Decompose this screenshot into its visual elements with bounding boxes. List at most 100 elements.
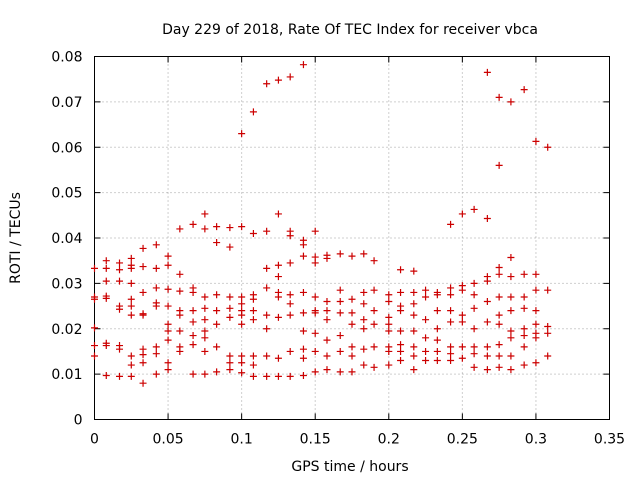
data-point (116, 345, 124, 353)
data-point (226, 293, 234, 301)
data-point (360, 361, 368, 369)
data-point (116, 277, 124, 285)
data-point (410, 343, 418, 351)
data-point (447, 357, 455, 365)
data-point (127, 311, 135, 319)
data-point (336, 332, 344, 340)
data-point (274, 261, 282, 269)
data-point (249, 229, 257, 237)
data-point (483, 366, 491, 374)
data-point (249, 352, 257, 360)
data-point (532, 334, 540, 342)
data-point (311, 227, 319, 235)
x-tick-label: 0.05 (152, 432, 183, 448)
data-point (336, 298, 344, 306)
data-point (201, 316, 209, 324)
data-point (263, 284, 271, 292)
data-point (370, 343, 378, 351)
data-point (483, 343, 491, 351)
data-point (410, 288, 418, 296)
grid-lines (94, 56, 610, 420)
data-point (213, 291, 221, 299)
data-point (127, 302, 135, 310)
data-point (299, 241, 307, 249)
data-point (263, 311, 271, 319)
data-point (397, 307, 405, 315)
data-point (152, 370, 160, 378)
data-point (483, 318, 491, 326)
data-point (385, 361, 393, 369)
data-point (507, 293, 515, 301)
data-point (286, 311, 294, 319)
data-point (238, 293, 246, 301)
data-point (311, 293, 319, 301)
data-point (189, 307, 197, 315)
data-point (201, 370, 209, 378)
data-point (348, 343, 356, 351)
data-point (495, 320, 503, 328)
data-point (311, 368, 319, 376)
data-point (116, 266, 124, 274)
data-point (127, 279, 135, 287)
data-point (286, 300, 294, 308)
data-point (360, 288, 368, 296)
data-point (410, 366, 418, 374)
data-point (311, 253, 319, 261)
x-tick-label: 0.3 (525, 432, 547, 448)
data-point (397, 341, 405, 349)
data-point (370, 286, 378, 294)
data-point (422, 334, 430, 342)
data-point (323, 298, 331, 306)
data-point (422, 316, 430, 324)
data-point (127, 372, 135, 380)
data-point (238, 352, 246, 360)
data-point (495, 352, 503, 360)
data-point (152, 350, 160, 358)
data-point (447, 343, 455, 351)
plot-frame (94, 56, 610, 420)
data-point (458, 311, 466, 319)
data-point (189, 288, 197, 296)
data-point (410, 300, 418, 308)
data-point (189, 370, 197, 378)
data-point (164, 336, 172, 344)
data-point (458, 354, 466, 362)
data-point (495, 270, 503, 278)
tick-labels: 0 0.05 0.1 0.15 0.2 0.25 0.3 0.35 0 0.01 0.02 0.03 0… (51, 50, 625, 448)
data-point (433, 357, 441, 365)
data-point (385, 291, 393, 299)
data-point (470, 205, 478, 213)
data-point (91, 342, 98, 350)
data-point (127, 352, 135, 360)
data-point (447, 291, 455, 299)
data-point (360, 345, 368, 353)
data-point (116, 372, 124, 380)
data-point (91, 324, 98, 332)
data-point (447, 220, 455, 228)
data-point (507, 334, 515, 342)
data-point (176, 270, 184, 278)
data-point (532, 286, 540, 294)
data-point (360, 316, 368, 324)
data-point (520, 361, 528, 369)
data-point (495, 263, 503, 271)
data-point (286, 291, 294, 299)
data-point (164, 320, 172, 328)
data-point (495, 341, 503, 349)
data-point (458, 210, 466, 218)
data-point (370, 257, 378, 265)
data-point (470, 304, 478, 312)
data-point (544, 322, 552, 330)
data-point (507, 254, 515, 262)
data-point (286, 347, 294, 355)
data-point (311, 347, 319, 355)
data-point (385, 327, 393, 335)
data-point (447, 284, 455, 292)
data-point (532, 270, 540, 278)
data-point (139, 244, 147, 252)
data-point (299, 288, 307, 296)
data-point (274, 210, 282, 218)
data-point (139, 263, 147, 271)
data-point (370, 320, 378, 328)
data-point (189, 341, 197, 349)
